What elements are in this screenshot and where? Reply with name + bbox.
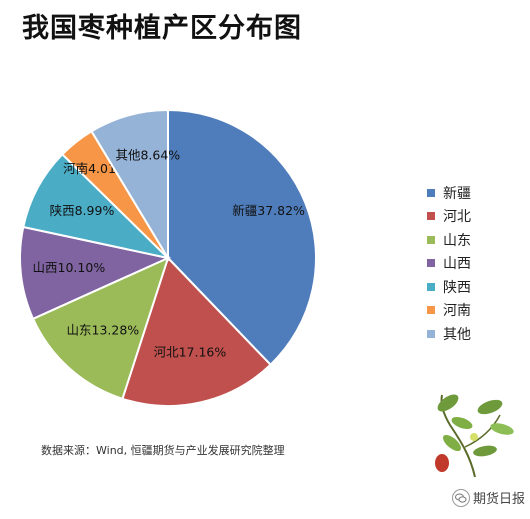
watermark: 期货日报 (452, 488, 525, 507)
pie-slice-4 (19, 225, 172, 321)
pie-slice-7 (90, 108, 169, 262)
pie-slice-3 (31, 256, 170, 401)
data-label: 山东13.28% (67, 322, 140, 337)
source-note: 数据来源：Wind, 恒疆期货与产业发展研究院整理 (41, 444, 285, 457)
legend-swatch (427, 329, 435, 338)
legend-label: 陕西 (443, 279, 471, 296)
pie-slice-2 (121, 256, 272, 407)
legend-item: 河南 (427, 299, 471, 323)
wechat-icon (452, 488, 470, 507)
data-label: 陕西8.99% (50, 203, 115, 218)
plant-illustration (435, 394, 514, 478)
legend-label: 河南 (443, 303, 471, 320)
legend-item: 山东 (427, 228, 471, 252)
legend-label: 其他 (443, 326, 471, 343)
legend-swatch (427, 306, 435, 315)
legend-item: 河北 (427, 205, 471, 229)
legend-swatch (427, 212, 435, 221)
legend-swatch (427, 235, 435, 244)
pie-slice-5 (22, 152, 172, 260)
legend-item: 陕西 (427, 275, 471, 299)
legend-swatch (427, 188, 435, 197)
data-label: 其他8.64% (115, 147, 180, 162)
legend: 新疆 河北 山东 山西 陕西 河南 其他 (427, 181, 471, 346)
legend-swatch (427, 259, 435, 268)
legend-item: 山西 (427, 252, 471, 276)
data-label: 新疆37.82% (232, 203, 305, 218)
legend-item: 新疆 (427, 181, 471, 205)
data-label: 山西10.10% (33, 260, 106, 275)
legend-label: 山东 (443, 232, 471, 249)
legend-swatch (427, 282, 435, 291)
pie-slice-1 (167, 108, 317, 367)
watermark-text: 期货日报 (473, 492, 526, 507)
legend-label: 新疆 (443, 185, 471, 202)
legend-label: 河北 (443, 209, 471, 226)
legend-item: 其他 (427, 322, 471, 346)
chart-title: 我国枣种植产区分布图 (22, 13, 302, 44)
data-label: 河北17.16% (154, 345, 227, 360)
legend-label: 山西 (443, 256, 471, 273)
